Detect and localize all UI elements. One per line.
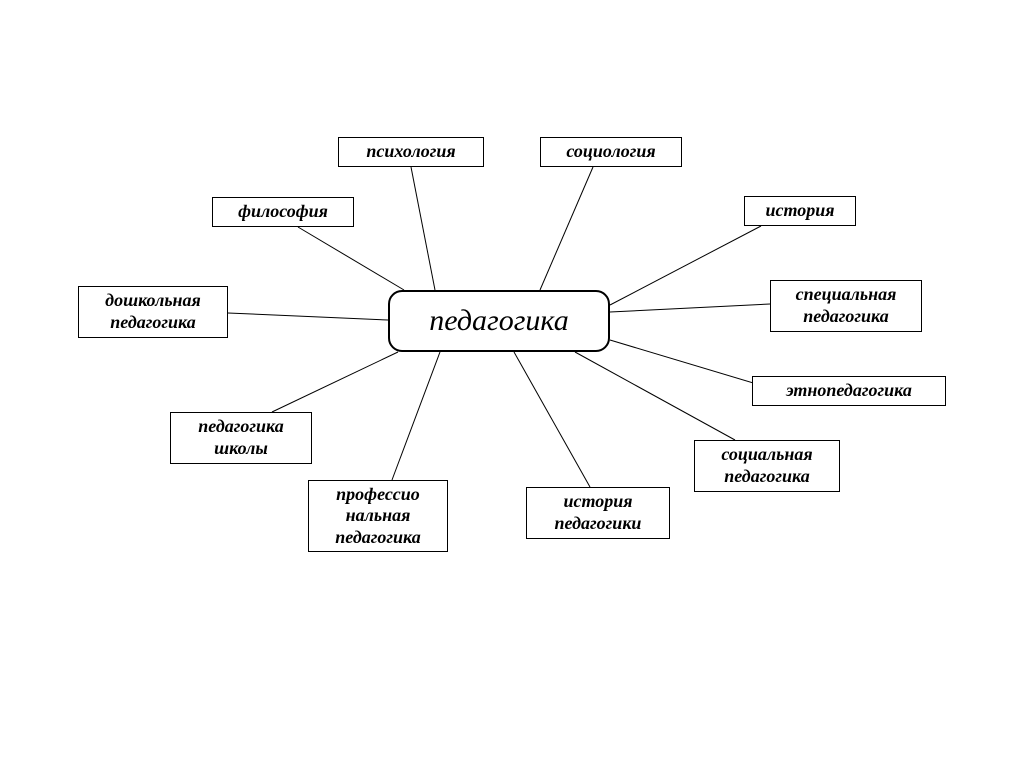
- node-histped: историяпедагогики: [526, 487, 670, 539]
- edge: [392, 352, 440, 480]
- edge: [272, 352, 398, 412]
- edge: [575, 352, 735, 440]
- edge: [514, 352, 590, 487]
- edge: [411, 167, 435, 290]
- node-philosophy: философия: [212, 197, 354, 227]
- edge: [610, 340, 770, 388]
- edge: [610, 226, 761, 305]
- node-professional: профессиональнаяпедагогика: [308, 480, 448, 552]
- node-social: социальнаяпедагогика: [694, 440, 840, 492]
- node-sociology: социология: [540, 137, 682, 167]
- center-node: педагогика: [388, 290, 610, 352]
- node-preschool: дошкольнаяпедагогика: [78, 286, 228, 338]
- node-school: педагогикашколы: [170, 412, 312, 464]
- node-history: история: [744, 196, 856, 226]
- node-special: специальнаяпедагогика: [770, 280, 922, 332]
- edge: [298, 227, 404, 290]
- node-ethno: этнопедагогика: [752, 376, 946, 406]
- edge: [540, 167, 593, 290]
- edge: [228, 313, 388, 320]
- mindmap-diagram: педагогика психология социология философия и…: [0, 0, 1024, 767]
- edge: [610, 304, 770, 312]
- node-psychology: психология: [338, 137, 484, 167]
